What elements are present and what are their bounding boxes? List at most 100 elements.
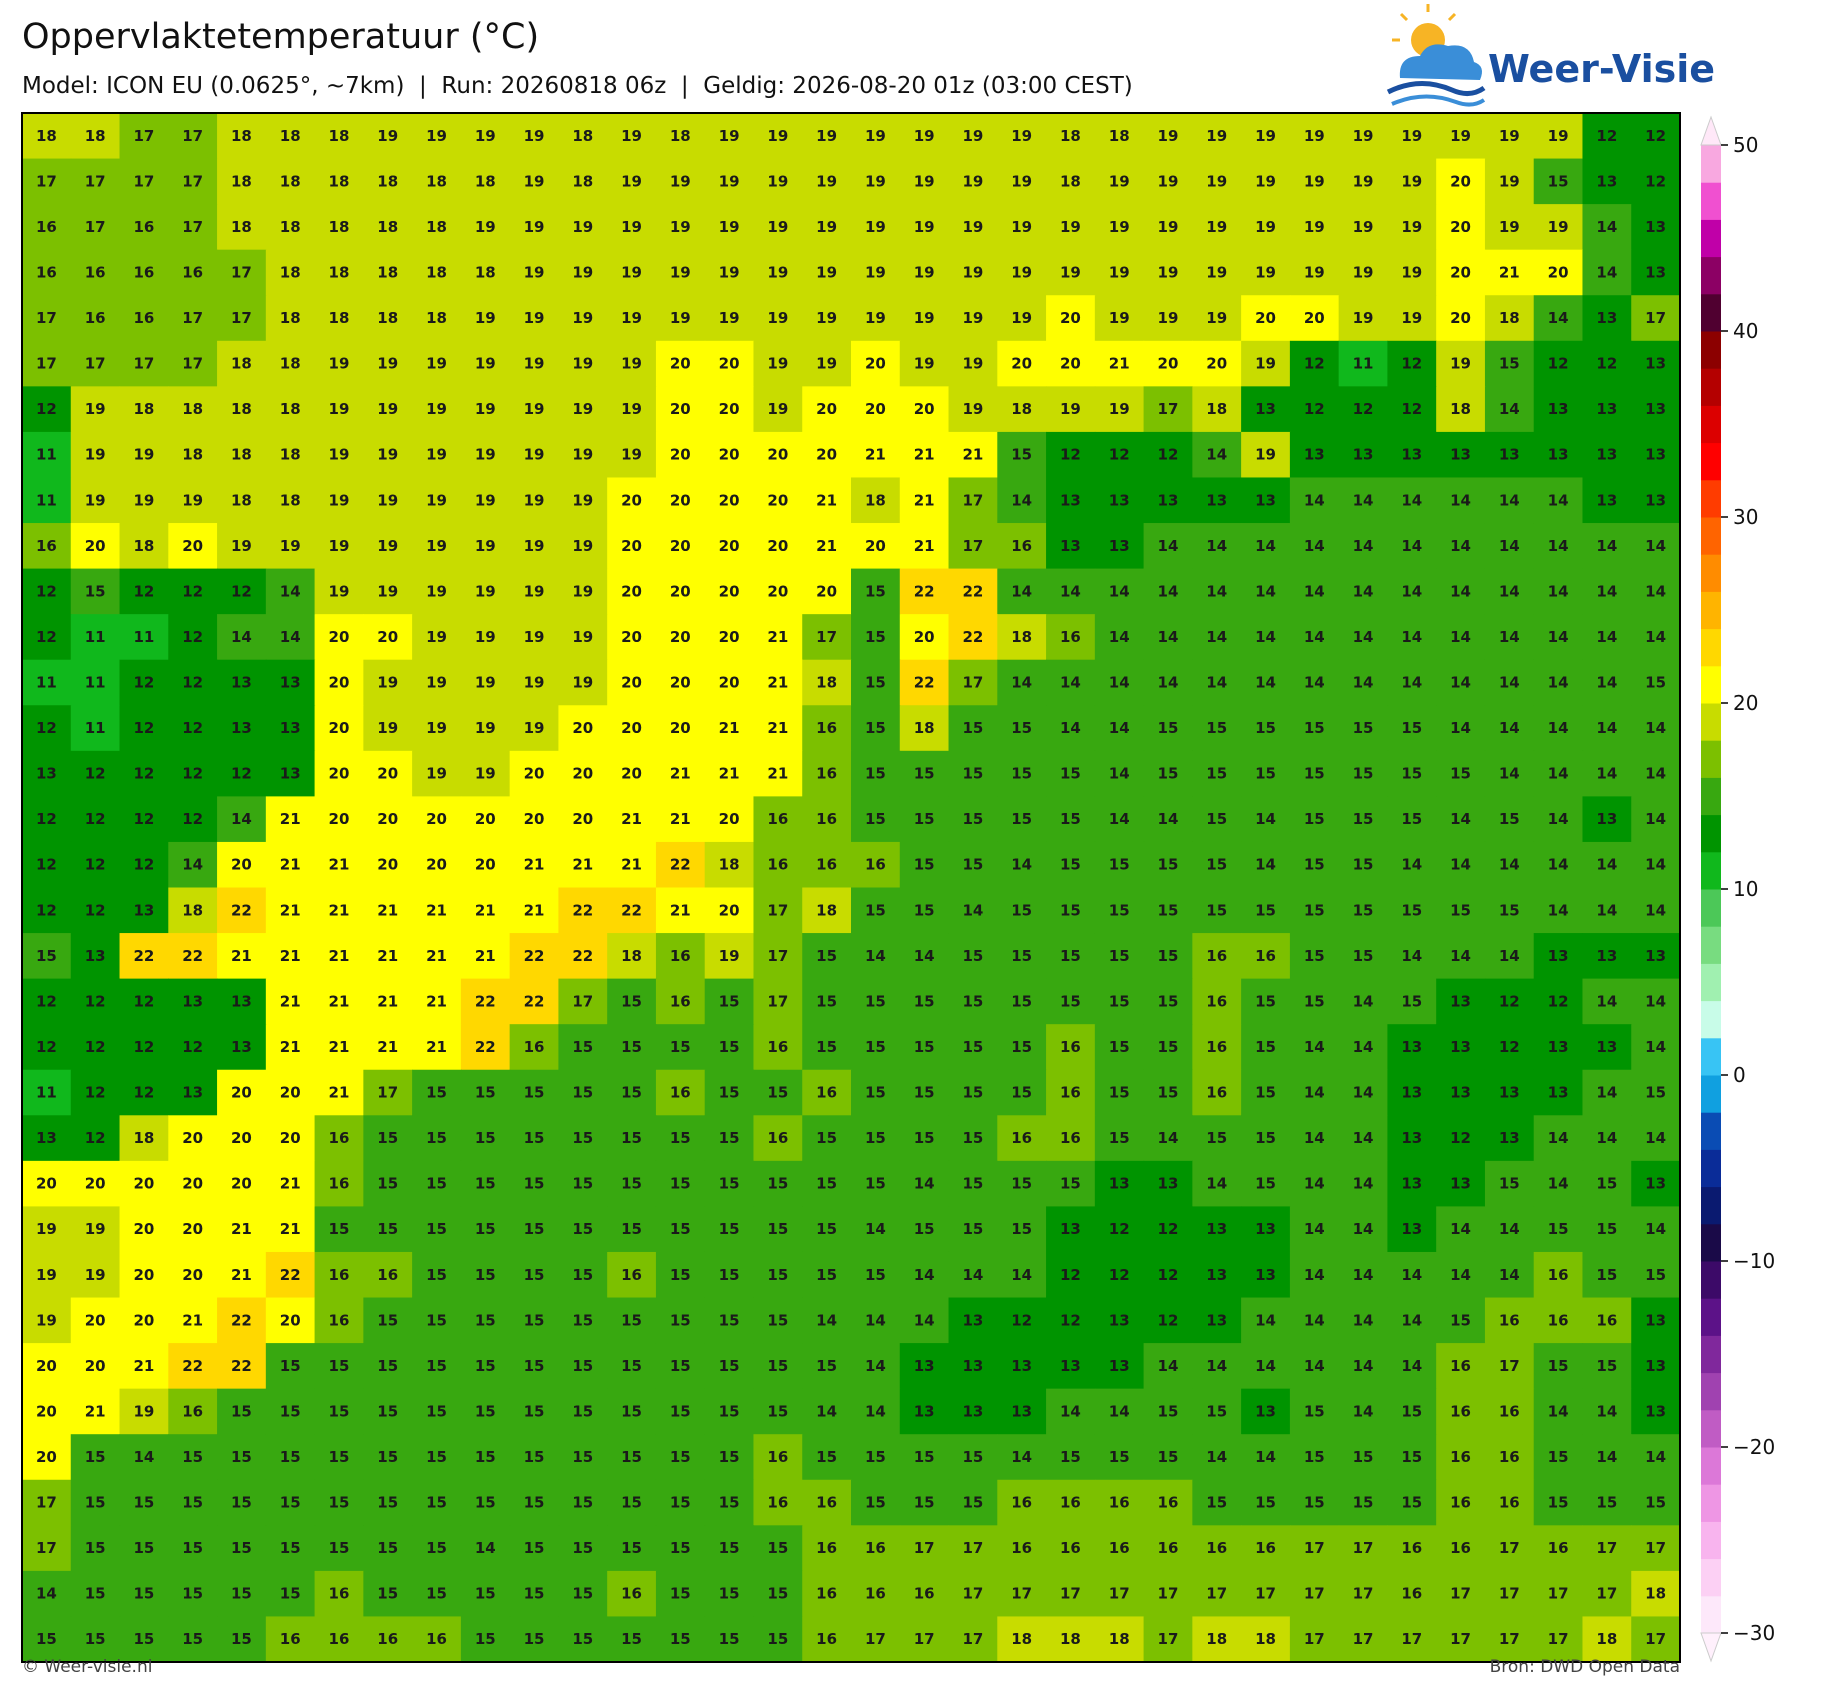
temperature-cell bbox=[168, 705, 218, 752]
temperature-label: 19 bbox=[475, 628, 496, 646]
colorbar-band bbox=[1701, 1186, 1721, 1225]
temperature-label: 19 bbox=[767, 263, 788, 281]
temperature-cell bbox=[119, 750, 169, 797]
temperature-label: 19 bbox=[1548, 218, 1569, 236]
temperature-label: 14 bbox=[1255, 537, 1276, 555]
temperature-cell bbox=[1338, 295, 1389, 342]
temperature-cell bbox=[22, 1024, 72, 1071]
temperature-cell bbox=[22, 614, 72, 661]
temperature-label: 19 bbox=[572, 355, 593, 373]
temperature-cell bbox=[1533, 249, 1584, 296]
temperature-label: 13 bbox=[1255, 1220, 1276, 1238]
temperature-cell bbox=[948, 568, 998, 615]
temperature-label: 21 bbox=[377, 947, 398, 965]
temperature-label: 15 bbox=[572, 1175, 593, 1193]
temperature-label: 12 bbox=[1499, 992, 1520, 1010]
temperature-label: 14 bbox=[1255, 1311, 1276, 1329]
temperature-label: 15 bbox=[182, 1494, 203, 1512]
temperature-label: 15 bbox=[670, 1311, 691, 1329]
temperature-cell bbox=[1582, 614, 1632, 661]
temperature-label: 15 bbox=[475, 1357, 496, 1375]
temperature-cell bbox=[460, 978, 511, 1025]
temperature-cell bbox=[412, 750, 462, 797]
temperature-cell bbox=[119, 523, 169, 570]
temperature-label: 19 bbox=[475, 673, 496, 691]
temperature-label: 19 bbox=[1304, 218, 1325, 236]
temperature-label: 13 bbox=[231, 992, 252, 1010]
temperature-cell bbox=[1289, 568, 1340, 615]
temperature-label: 12 bbox=[133, 765, 154, 783]
temperature-label: 20 bbox=[670, 673, 691, 691]
temperature-label: 13 bbox=[1450, 1175, 1471, 1193]
temperature-label: 16 bbox=[816, 810, 837, 828]
temperature-label: 19 bbox=[133, 446, 154, 464]
temperature-label: 20 bbox=[572, 810, 593, 828]
temperature-cell bbox=[1046, 796, 1096, 843]
temperature-label: 20 bbox=[1304, 309, 1325, 327]
temperature-label: 15 bbox=[1548, 1220, 1569, 1238]
temperature-cell bbox=[655, 204, 706, 251]
temperature-label: 22 bbox=[475, 1038, 496, 1056]
temperature-cell bbox=[997, 477, 1047, 524]
temperature-label: 17 bbox=[1060, 1585, 1081, 1603]
temperature-label: 15 bbox=[621, 1539, 642, 1557]
temperature-cell bbox=[1289, 523, 1340, 570]
temperature-label: 14 bbox=[1548, 309, 1569, 327]
temperature-label: 20 bbox=[475, 856, 496, 874]
temperature-label: 15 bbox=[1158, 992, 1179, 1010]
temperature-cell bbox=[70, 1069, 121, 1116]
temperature-label: 13 bbox=[1011, 1402, 1032, 1420]
temperature-cell bbox=[851, 750, 901, 797]
temperature-label: 22 bbox=[231, 1357, 252, 1375]
temperature-label: 14 bbox=[1304, 537, 1325, 555]
temperature-cell bbox=[1631, 1115, 1681, 1162]
temperature-cell bbox=[851, 1024, 901, 1071]
temperature-label: 15 bbox=[719, 1585, 740, 1603]
temperature-cell bbox=[1631, 705, 1681, 752]
temperature-label: 14 bbox=[1255, 628, 1276, 646]
temperature-label: 15 bbox=[962, 947, 983, 965]
temperature-cell bbox=[314, 1069, 364, 1116]
temperature-cell bbox=[1582, 249, 1632, 296]
temperature-cell bbox=[70, 796, 121, 843]
temperature-cell bbox=[1387, 249, 1437, 296]
colorbar-extend-low bbox=[1700, 1632, 1722, 1663]
temperature-cell bbox=[1631, 340, 1681, 387]
temperature-cell bbox=[1338, 1024, 1389, 1071]
temperature-cell bbox=[1533, 295, 1584, 342]
temperature-label: 20 bbox=[767, 537, 788, 555]
temperature-label: 19 bbox=[524, 127, 545, 145]
temperature-cell bbox=[607, 841, 657, 889]
temperature-label: 14 bbox=[1353, 1311, 1374, 1329]
temperature-cell bbox=[802, 477, 852, 524]
temperature-label: 18 bbox=[1109, 127, 1130, 145]
temperature-cell bbox=[899, 887, 950, 934]
temperature-cell bbox=[1631, 1024, 1681, 1071]
temperature-label: 14 bbox=[1596, 673, 1617, 691]
temperature-label: 18 bbox=[1060, 172, 1081, 190]
temperature-label: 18 bbox=[621, 947, 642, 965]
temperature-label: 16 bbox=[1450, 1357, 1471, 1375]
temperature-label: 15 bbox=[572, 1129, 593, 1147]
temperature-cell bbox=[168, 431, 218, 479]
temperature-label: 15 bbox=[426, 1402, 447, 1420]
temperature-label: 15 bbox=[1401, 1448, 1422, 1466]
temperature-label: 20 bbox=[85, 537, 106, 555]
temperature-cell bbox=[1338, 386, 1389, 433]
temperature-label: 21 bbox=[962, 446, 983, 464]
temperature-cell bbox=[1143, 386, 1193, 433]
temperature-label: 13 bbox=[1548, 400, 1569, 418]
temperature-label: 12 bbox=[133, 673, 154, 691]
temperature-cell bbox=[1533, 523, 1584, 570]
temperature-cell bbox=[1241, 614, 1291, 661]
temperature-label: 21 bbox=[133, 1357, 154, 1375]
temperature-cell bbox=[168, 1069, 218, 1116]
temperature-cell bbox=[412, 204, 462, 251]
temperature-label: 14 bbox=[1109, 673, 1130, 691]
temperature-label: 14 bbox=[1596, 218, 1617, 236]
temperature-cell bbox=[948, 1024, 998, 1071]
temperature-cell bbox=[607, 887, 657, 934]
temperature-cell bbox=[22, 158, 72, 205]
colorbar-band bbox=[1701, 517, 1721, 555]
temperature-cell bbox=[22, 796, 72, 843]
